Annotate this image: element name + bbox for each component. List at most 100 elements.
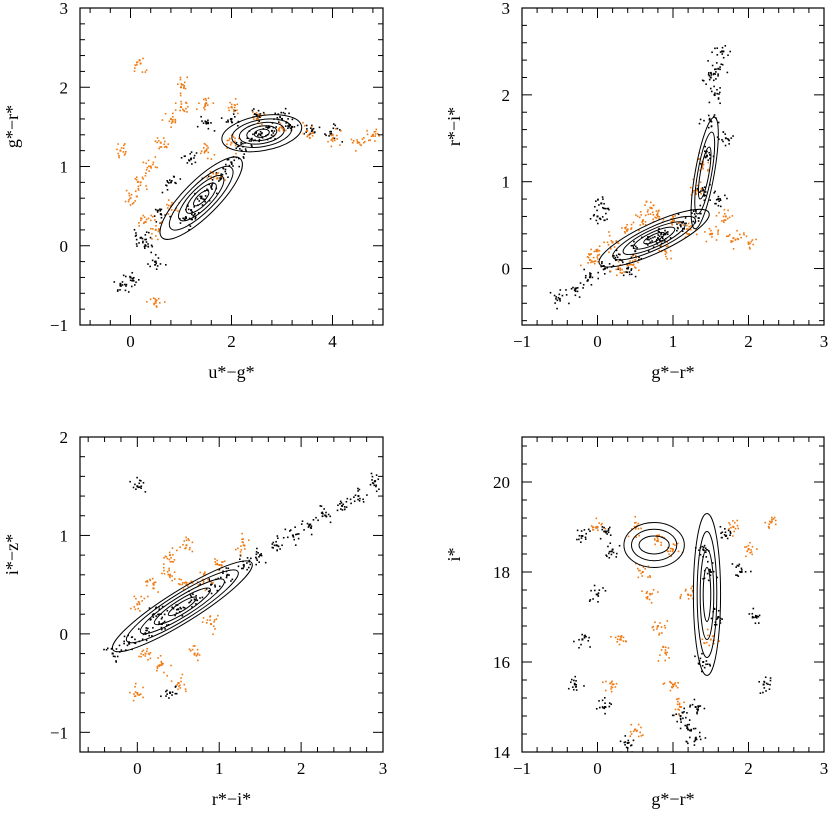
point bbox=[201, 621, 204, 623]
point bbox=[174, 120, 177, 123]
point bbox=[583, 636, 586, 639]
y-tick-label: 2 bbox=[60, 78, 69, 97]
point bbox=[729, 523, 731, 526]
point bbox=[616, 641, 618, 643]
point bbox=[185, 547, 187, 549]
point bbox=[636, 524, 638, 527]
point bbox=[171, 606, 174, 609]
point bbox=[242, 563, 245, 566]
point bbox=[698, 122, 701, 125]
point bbox=[593, 213, 596, 216]
point bbox=[745, 235, 748, 238]
point bbox=[688, 723, 690, 726]
point bbox=[252, 133, 254, 136]
point bbox=[667, 546, 669, 549]
point bbox=[636, 247, 638, 249]
contour-line bbox=[622, 221, 686, 256]
point bbox=[712, 570, 715, 573]
point bbox=[149, 578, 151, 581]
point bbox=[696, 189, 698, 192]
point bbox=[680, 221, 683, 224]
point bbox=[151, 232, 153, 235]
point bbox=[220, 175, 222, 178]
point bbox=[187, 538, 190, 540]
point bbox=[239, 554, 242, 557]
point bbox=[140, 487, 142, 490]
point bbox=[666, 651, 668, 654]
point bbox=[768, 520, 771, 523]
point bbox=[318, 126, 321, 129]
point bbox=[180, 100, 182, 103]
point bbox=[658, 217, 660, 220]
point bbox=[323, 508, 325, 510]
point bbox=[207, 157, 209, 160]
point bbox=[716, 54, 719, 56]
point bbox=[141, 176, 144, 179]
point bbox=[709, 664, 712, 667]
point bbox=[230, 120, 233, 122]
point bbox=[174, 121, 177, 124]
point bbox=[213, 619, 216, 621]
x-tick-label: 2 bbox=[297, 759, 306, 778]
point bbox=[176, 549, 178, 552]
point bbox=[232, 113, 235, 115]
point bbox=[220, 564, 222, 566]
point bbox=[148, 165, 150, 168]
point bbox=[626, 264, 629, 267]
point bbox=[200, 150, 203, 153]
point bbox=[207, 151, 210, 154]
point bbox=[741, 571, 743, 573]
point bbox=[641, 571, 644, 573]
point bbox=[343, 506, 346, 508]
point bbox=[619, 635, 622, 638]
point bbox=[123, 154, 126, 156]
point bbox=[558, 293, 561, 296]
point bbox=[152, 616, 155, 618]
point bbox=[237, 145, 240, 148]
point bbox=[257, 115, 259, 118]
point bbox=[559, 300, 561, 302]
point bbox=[329, 130, 331, 133]
point bbox=[142, 481, 145, 484]
point bbox=[637, 261, 639, 264]
point bbox=[709, 233, 712, 235]
point bbox=[149, 165, 152, 168]
point bbox=[360, 144, 362, 147]
point bbox=[165, 695, 167, 697]
point bbox=[229, 101, 231, 104]
point bbox=[332, 136, 335, 139]
point bbox=[676, 223, 678, 225]
contour-group bbox=[598, 208, 710, 268]
point bbox=[751, 545, 754, 548]
point bbox=[699, 212, 702, 215]
point bbox=[302, 132, 305, 135]
point bbox=[177, 583, 180, 585]
point bbox=[603, 707, 606, 710]
contour-group bbox=[692, 513, 722, 676]
point bbox=[135, 488, 137, 491]
point bbox=[713, 608, 716, 610]
point bbox=[156, 265, 159, 267]
point bbox=[574, 294, 577, 297]
point bbox=[170, 209, 173, 211]
point bbox=[677, 708, 680, 711]
point bbox=[676, 686, 679, 689]
point bbox=[670, 682, 673, 684]
point bbox=[593, 250, 596, 253]
point bbox=[279, 122, 282, 125]
point bbox=[277, 121, 280, 123]
point bbox=[585, 635, 587, 638]
point bbox=[693, 210, 695, 213]
point bbox=[681, 222, 684, 224]
point bbox=[226, 573, 229, 576]
point bbox=[308, 523, 311, 526]
point bbox=[656, 540, 658, 542]
point bbox=[239, 553, 242, 556]
point bbox=[172, 607, 175, 610]
point bbox=[272, 547, 274, 549]
point bbox=[234, 137, 236, 140]
point bbox=[718, 91, 721, 94]
point bbox=[178, 578, 181, 580]
point bbox=[141, 237, 144, 240]
point bbox=[374, 133, 377, 135]
